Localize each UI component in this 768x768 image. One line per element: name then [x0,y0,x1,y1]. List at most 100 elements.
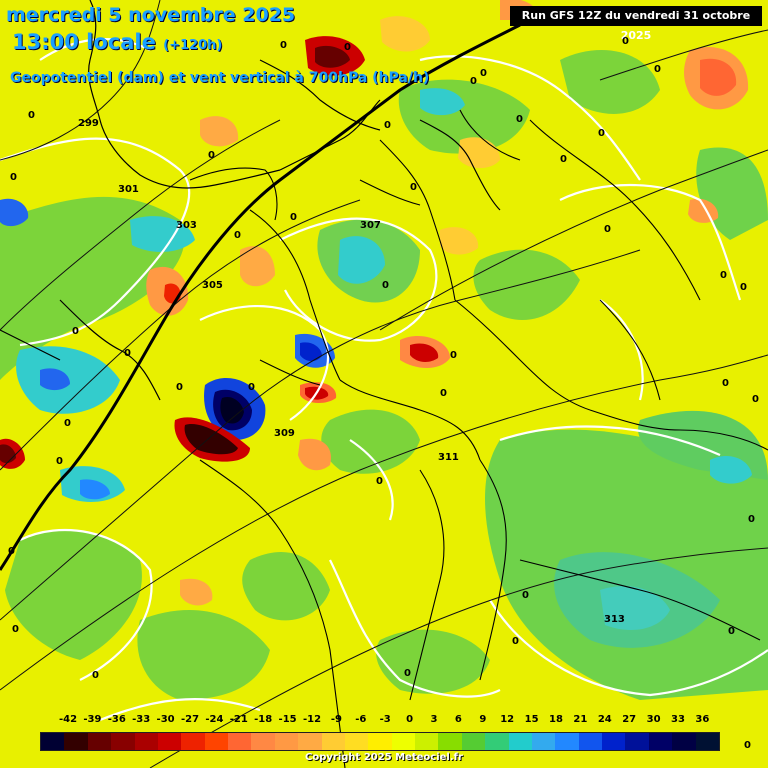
legend-swatch [531,733,556,750]
legend-tick-label: -12 [302,714,322,725]
map-subtitle: Geopotentiel (dam) et vent vertical à 70… [10,70,430,86]
zero-contour-label: 0 [440,388,447,399]
legend-swatch [485,733,509,750]
zero-contour-label: 0 [604,224,611,235]
legend-tick-label: 24 [597,714,612,725]
forecast-offset: (+120h) [163,38,223,53]
zero-contour-label: 0 [124,348,131,359]
legend-swatch [578,733,602,750]
zero-contour-label: 0 [722,378,729,389]
coastlines [0,0,501,401]
legend-swatch [391,733,415,750]
zero-contour-label: 0 [598,128,605,139]
legend-tick-label: -39 [83,714,102,725]
zero-contour-label: 0 [248,382,255,393]
geopotential-label: 303 [176,220,197,231]
zero-contours [0,38,768,722]
zero-contour-label: 0 [8,546,15,557]
legend-swatch [298,733,322,750]
legend-swatch [41,733,65,750]
legend-swatch [157,733,182,750]
legend-ticks: -42 -39 -36 -33 -30 -27 -24 -21 -18 -15 -12 -9 -6 -3 0… [40,714,730,728]
legend-tick-label: 36 [695,714,710,725]
legend-swatch [64,733,88,750]
zero-contour-label: 0 [344,42,351,53]
legend-swatch [695,733,719,750]
copyright: Copyright 2025 Meteociel.fr [305,752,463,763]
geopotential-label: 305 [202,280,223,291]
legend-tick-label: -30 [156,714,175,725]
legend-swatch [274,733,299,750]
legend-swatch [344,733,369,750]
zero-contour-label: 0 [404,668,411,679]
run-info: Run GFS 12Z du vendredi 31 octobre 2025 [510,6,762,42]
zero-contour-label: 0 [470,76,477,87]
legend-tick-label: -36 [107,714,126,725]
zero-contour-label: 0 [72,326,79,337]
legend-tick-label: -42 [58,714,78,725]
geopotential-label: 299 [78,118,99,129]
thick-front-line [0,23,521,571]
zero-contour-label: 0 [12,624,19,635]
legend-tick-label: 6 [454,714,462,725]
legend-tick-label: 33 [671,714,685,725]
zero-contour-label: 0 [654,64,661,75]
legend-tick-label: -24 [205,714,224,725]
cyan-zones [16,88,752,630]
zero-contour-label: 0 [744,740,751,751]
zero-contour-label: 0 [720,270,727,281]
zero-contour-label: 0 [290,212,297,223]
forecast-time-label: 13:00 locale [12,30,156,54]
orange-zones [146,0,749,606]
legend-tick-label: 30 [646,714,661,725]
zero-contour-label: 0 [280,40,287,51]
zero-contour-label: 0 [376,476,383,487]
legend-swatch [625,733,649,750]
legend-tick-label: 18 [549,714,563,725]
zero-contour-label: 0 [384,120,391,131]
legend-tick-label: 15 [524,714,539,725]
zero-contour-label: 0 [450,350,457,361]
zero-contour-label: 0 [522,590,529,601]
zero-contour-label: 0 [740,282,747,293]
legend-tick-label: 9 [479,714,487,725]
zero-contour-label: 0 [92,670,99,681]
legend-tick-label: 3 [430,714,438,725]
legend-swatch [438,733,462,750]
legend-tick-label: -6 [355,714,367,725]
legend-tick-label: -27 [180,714,200,725]
legend-tick-label: -33 [132,714,151,725]
legend-tick-label: 27 [622,714,637,725]
zero-contour-label: 0 [512,636,519,647]
legend-tick-label: 12 [500,714,515,725]
legend-tick-label: -9 [330,714,342,725]
zero-contour-label: 0 [176,382,183,393]
legend-tick-label: -21 [229,714,248,725]
legend-tick-label: -18 [254,714,273,725]
legend-swatch [648,733,673,750]
legend-swatch [555,733,579,750]
zero-contour-label: 0 [28,110,35,121]
legend-swatch [111,733,135,750]
legend-tick-label: -3 [379,714,391,725]
legend-swatch [321,733,345,750]
zero-contour-label: 0 [234,230,241,241]
zero-contour-label: 0 [410,182,417,193]
geopotential-label: 307 [360,220,381,231]
legend-tick-label: -15 [278,714,297,725]
legend-swatch [204,733,228,750]
country-borders [189,109,768,768]
forecast-date: mercredi 5 novembre 2025 [6,4,296,26]
geopotential-label: 309 [274,428,295,439]
legend-tick-label: 0 [406,714,414,725]
geopotential-label: 311 [438,452,459,463]
legend-swatch [134,733,158,750]
geopotential-label: 313 [604,614,625,625]
legend-swatch [228,733,252,750]
zero-contour-label: 0 [752,394,759,405]
red-zones [0,36,439,469]
zero-contour-label: 0 [208,150,215,161]
legend-swatch [181,733,205,750]
